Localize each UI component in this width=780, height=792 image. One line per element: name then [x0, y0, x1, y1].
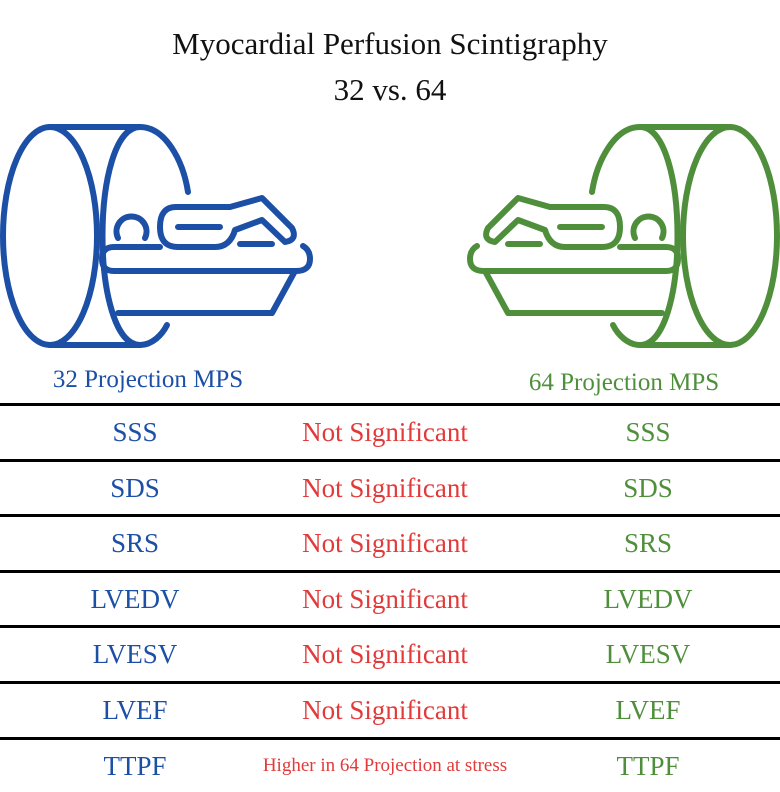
significance: Not Significant: [302, 695, 468, 725]
metric-64: LVEDV: [603, 584, 693, 614]
scanner-patient-icon-green: [470, 127, 777, 345]
significance: Not Significant: [302, 417, 468, 447]
scanner-patient-icon-blue: [3, 127, 310, 345]
table-row: LVEDV Not Significant LVEDV: [0, 570, 780, 625]
table-row: TTPF Higher in 64 Projection at stress TTP…: [0, 737, 780, 792]
metric-32: SDS: [110, 473, 160, 503]
table-row: LVEF Not Significant LVEF: [0, 681, 780, 736]
significance: Not Significant: [302, 639, 468, 669]
table-row: SDS Not Significant SDS: [0, 459, 780, 514]
metric-32: LVEDV: [90, 584, 180, 614]
metric-32: LVEF: [102, 695, 168, 725]
metric-64: LVESV: [605, 639, 691, 669]
metric-32: SSS: [112, 417, 158, 447]
table-row: LVESV Not Significant LVESV: [0, 625, 780, 680]
title-line-2: 32 vs. 64: [333, 72, 447, 107]
metric-32: SRS: [110, 528, 160, 558]
metric-64: SDS: [623, 473, 673, 503]
significance: Higher in 64 Projection at stress: [262, 755, 508, 776]
table-row: SRS Not Significant SRS: [0, 514, 780, 569]
significance: Not Significant: [302, 584, 468, 614]
metric-32: TTPF: [103, 751, 167, 781]
label-64-projection: 64 Projection MPS: [528, 369, 720, 396]
label-32-projection: 32 Projection MPS: [52, 366, 244, 393]
metric-64: LVEF: [615, 695, 681, 725]
scanner-icons: [0, 120, 780, 352]
significance: Not Significant: [302, 473, 468, 503]
title-line-1: Myocardial Perfusion Scintigraphy: [172, 26, 608, 61]
metric-64: SRS: [623, 528, 673, 558]
significance: Not Significant: [302, 528, 468, 558]
metric-64: TTPF: [616, 751, 680, 781]
metric-64: SSS: [625, 417, 671, 447]
table-row: SSS Not Significant SSS: [0, 403, 780, 458]
metric-32: LVESV: [92, 639, 178, 669]
